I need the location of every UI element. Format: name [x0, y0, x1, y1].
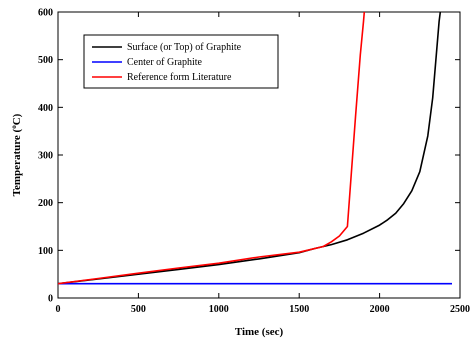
- axis-ticks: 0 500 1000 1500 2000 2500 0 100 200 300 400 500 600: [38, 8, 470, 316]
- y-tick-label: 600: [38, 8, 53, 19]
- legend-label-surface: Surface (or Top) of Graphite: [127, 42, 242, 53]
- y-tick-label: 100: [38, 246, 53, 257]
- y-tick-label: 400: [38, 103, 53, 114]
- series-line-reference-form-literature: [58, 12, 366, 285]
- series-line-surface-or-top-of-graphite: [58, 12, 442, 285]
- x-tick-label: 500: [131, 304, 146, 315]
- y-axis-title: Temperature (oC): [10, 113, 23, 196]
- y-tick-label: 500: [38, 55, 53, 66]
- x-tick-label: 1000: [209, 304, 229, 315]
- legend: Surface (or Top) of Graphite Center of G…: [83, 34, 279, 89]
- y-tick-label: 0: [48, 294, 53, 305]
- x-tick-label: 2500: [450, 304, 470, 315]
- x-tick-label: 2000: [370, 304, 390, 315]
- series-lines: [58, 12, 452, 285]
- legend-label-center: Center of Graphite: [127, 57, 203, 68]
- x-tick-label: 0: [56, 304, 61, 315]
- legend-label-reference: Reference form Literature: [127, 72, 232, 83]
- x-axis-title: Time (sec): [235, 326, 284, 338]
- y-tick-label: 300: [38, 151, 53, 162]
- y-tick-label: 200: [38, 198, 53, 209]
- x-tick-label: 1500: [289, 304, 309, 315]
